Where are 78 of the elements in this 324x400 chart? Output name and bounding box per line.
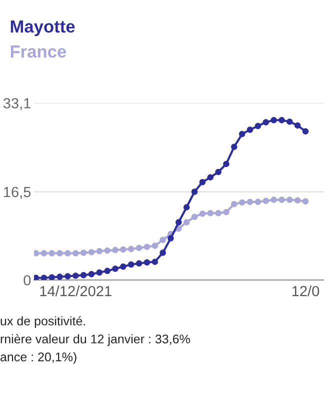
point	[120, 264, 126, 270]
point	[183, 219, 190, 226]
point	[56, 274, 63, 280]
text: rnière valeur du 12 janvier : 33,6%	[0, 334, 190, 346]
point	[254, 122, 262, 130]
point	[88, 249, 95, 256]
point	[96, 248, 103, 254]
point	[207, 174, 214, 180]
point	[168, 235, 174, 242]
point	[215, 210, 222, 216]
point	[160, 250, 166, 256]
point	[294, 122, 301, 129]
point	[88, 270, 95, 278]
point	[136, 260, 142, 267]
point	[160, 236, 166, 244]
point	[112, 246, 118, 254]
point	[56, 250, 63, 256]
y-tick-label: 33,1	[3, 98, 31, 110]
point	[246, 198, 254, 206]
point	[286, 196, 293, 203]
point	[231, 144, 238, 150]
point	[270, 116, 277, 124]
point	[207, 210, 214, 216]
point	[128, 261, 134, 268]
point	[215, 168, 222, 176]
text: France	[10, 46, 66, 58]
point	[302, 198, 309, 205]
point	[199, 179, 206, 186]
point	[278, 116, 285, 124]
point	[294, 197, 301, 204]
point	[72, 250, 79, 256]
x-tick-label: 12/0	[292, 286, 320, 296]
point	[128, 246, 134, 252]
point	[246, 126, 254, 133]
point	[96, 269, 103, 276]
point	[262, 198, 269, 204]
x-tick-label: 14/12/2021	[40, 286, 112, 296]
point	[183, 204, 190, 210]
point	[80, 250, 87, 256]
point	[48, 274, 55, 280]
point	[152, 258, 158, 265]
point	[34, 274, 40, 280]
point	[278, 196, 285, 203]
point	[144, 244, 150, 250]
point	[144, 259, 150, 266]
point	[302, 128, 309, 134]
point	[223, 160, 230, 168]
point	[254, 198, 262, 206]
point	[72, 272, 79, 279]
point	[34, 250, 40, 256]
point	[191, 188, 198, 195]
point	[64, 250, 71, 256]
point	[199, 210, 206, 217]
point	[223, 208, 230, 216]
point	[40, 274, 48, 280]
point	[104, 268, 110, 274]
text: ance : 20,1%)	[0, 352, 76, 364]
point	[238, 199, 246, 206]
point	[64, 273, 71, 280]
text: Mayotte	[10, 20, 75, 36]
point	[80, 272, 87, 278]
point	[191, 214, 198, 220]
point	[104, 247, 110, 254]
point	[112, 266, 118, 272]
y-tick-label: 16,5	[4, 186, 31, 199]
point	[152, 242, 158, 249]
text: ux de positivité.	[0, 316, 86, 328]
point	[48, 250, 55, 256]
point	[40, 250, 48, 256]
point	[136, 244, 142, 252]
point	[270, 196, 277, 203]
point	[231, 200, 238, 208]
point	[120, 246, 126, 253]
y-tick-label: 0	[24, 275, 31, 286]
point	[238, 130, 246, 138]
point	[262, 119, 269, 126]
point	[176, 219, 182, 226]
point	[286, 118, 293, 125]
